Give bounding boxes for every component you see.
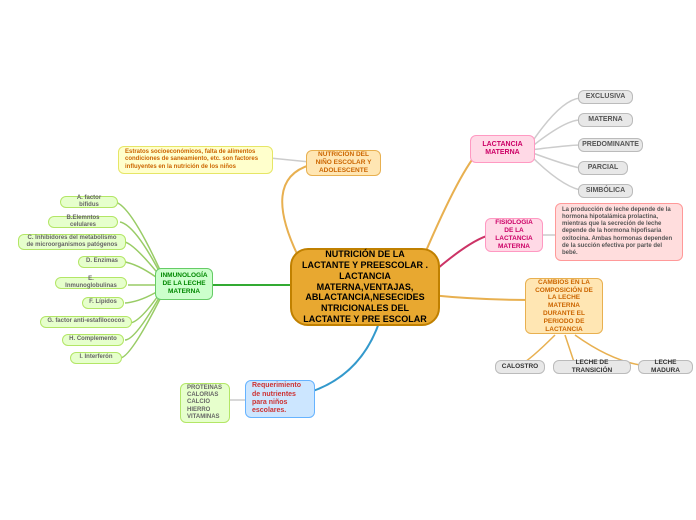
node-lactancia: LACTANCIA MATERNA (470, 135, 535, 163)
node-lact-4: SIMBÓLICA (578, 184, 633, 198)
node-fisio-desc: La producción de leche depende de la hor… (555, 203, 683, 261)
node-inm-5: F. Lípidos (82, 297, 124, 309)
node-inm-3: D. Enzimas (78, 256, 126, 268)
node-escolar-desc: Estratos socioeconómicos, falta de alime… (118, 146, 273, 174)
node-cambios: CAMBIOS EN LA COMPOSICIÓN DE LA LECHE MA… (525, 278, 603, 334)
node-inm-1: B.Elemntos celulares (48, 216, 118, 228)
node-requerimiento: Requerimiento de nutrientes para niños e… (245, 380, 315, 418)
node-inm-2: C. Inhibidores del metabolismo de microo… (18, 234, 126, 250)
node-inm-0: A. factor bifidus (60, 196, 118, 208)
node-inm-6: G. factor anti-estafilococos (40, 316, 132, 328)
node-fisiologia: FISIOLOGIA DE LA LACTANCIA MATERNA (485, 218, 543, 252)
node-camb-0: CALOSTRO (495, 360, 545, 374)
node-camb-2: LECHE MADURA (638, 360, 693, 374)
node-lact-2: PREDOMINANTE (578, 138, 643, 152)
node-req-side: PROTEINAS CALORIAS CALCIO HIERRO VITAMIN… (180, 383, 230, 423)
node-camb-1: LECHE DE TRANSICIÓN (553, 360, 631, 374)
node-inmunologia: INMUNOLOGÍA DE LA LECHE MATERNA (155, 268, 213, 300)
node-inm-7: H. Complemento (62, 334, 124, 346)
node-inm-4: E. Inmunoglobulinas (55, 277, 127, 289)
node-inm-8: I. Interferón (70, 352, 122, 364)
node-lact-3: PARCIAL (578, 161, 628, 175)
central-node: NUTRICIÓN DE LA LACTANTE Y PREESCOLAR . … (290, 248, 440, 326)
node-lact-1: MATERNA (578, 113, 633, 127)
node-lact-0: EXCLUSIVA (578, 90, 633, 104)
node-escolar: NUTRICIÓN DEL NIÑO ESCOLAR Y ADOLESCENTE (306, 150, 381, 176)
